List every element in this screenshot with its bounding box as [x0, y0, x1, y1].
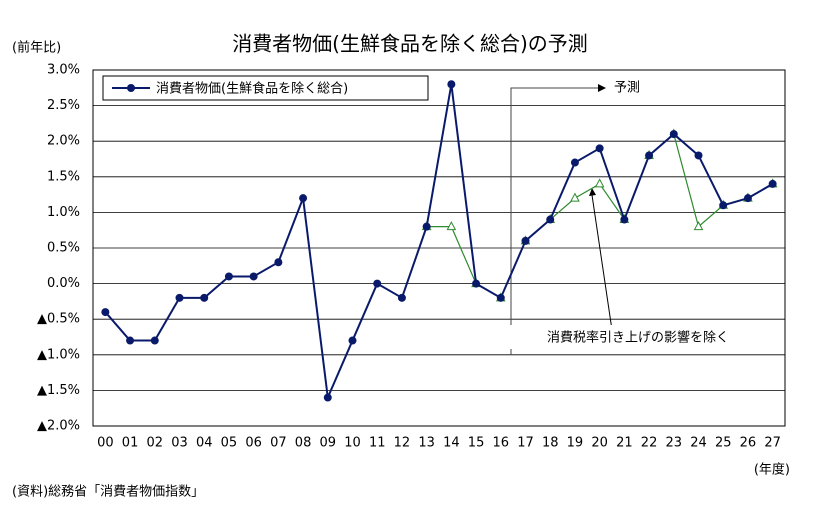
point	[323, 393, 332, 402]
x-tick-label: 08	[295, 436, 312, 451]
forecast-label: 予測	[614, 81, 640, 96]
x-tick-label: 22	[641, 436, 658, 451]
y-tick-label: ▲1.0%	[37, 347, 80, 362]
point	[595, 144, 604, 153]
point	[472, 279, 481, 288]
y-tick-label: 3.0%	[47, 63, 80, 78]
x-tick-label: 00	[97, 436, 114, 451]
x-tick-label: 06	[245, 436, 262, 451]
triangle-point	[693, 221, 704, 231]
point	[546, 215, 555, 224]
forecast-arrow	[598, 84, 606, 92]
x-tick-label: 05	[221, 436, 238, 451]
point	[620, 215, 629, 224]
y-tick-label: 2.0%	[47, 134, 80, 149]
y-tick-label: 0.0%	[47, 276, 80, 291]
point	[200, 293, 209, 302]
x-tick-label: 18	[542, 436, 559, 451]
triangle-point	[446, 221, 457, 231]
point	[422, 222, 431, 231]
x-tick-label: 02	[147, 436, 164, 451]
point	[274, 258, 283, 267]
point	[101, 308, 110, 317]
annotation-pointer	[591, 194, 613, 331]
x-tick-label: 04	[196, 436, 213, 451]
x-unit: (年度)	[754, 462, 790, 478]
adjusted-line	[426, 132, 773, 299]
point	[348, 336, 357, 345]
triangle-point	[570, 192, 580, 202]
point	[447, 80, 456, 89]
x-tick-label: 24	[690, 436, 707, 451]
point	[496, 293, 505, 302]
y-tick-label: ▲0.5%	[37, 312, 80, 327]
point	[373, 279, 382, 288]
x-tick-label: 03	[171, 436, 188, 451]
point	[224, 272, 233, 281]
point	[694, 151, 703, 160]
x-tick-label: 17	[517, 436, 534, 451]
annotation-label: 消費税率引き上げの影響を除く	[547, 330, 729, 346]
series-line	[104, 84, 774, 402]
point	[397, 293, 406, 302]
legend-box	[102, 75, 429, 101]
point	[645, 151, 654, 160]
point	[743, 194, 752, 203]
legend-marker	[127, 84, 135, 92]
x-tick-label: 01	[122, 436, 139, 451]
point	[126, 336, 135, 345]
x-tick-label: 21	[616, 436, 633, 451]
y-tick-label: 1.5%	[47, 169, 80, 184]
x-tick-label: 10	[344, 436, 361, 451]
y-tick-label: ▲1.5%	[37, 383, 80, 398]
x-tick-label: 15	[468, 436, 485, 451]
x-tick-label: 27	[764, 436, 781, 451]
x-tick-label: 11	[369, 436, 386, 451]
point	[719, 201, 728, 210]
point	[669, 130, 678, 139]
triangle-point	[594, 178, 605, 188]
y-tick-label: 0.5%	[47, 241, 80, 256]
x-tick-label: 09	[320, 436, 337, 451]
x-tick-label: 13	[418, 436, 435, 451]
x-tick-label: 20	[591, 436, 608, 451]
y-tick-label: 1.0%	[47, 205, 80, 220]
source: (資料)総務省「消費者物価指数」	[12, 485, 204, 500]
point	[249, 272, 258, 281]
point	[299, 194, 308, 203]
x-tick-label: 12	[394, 436, 411, 451]
y-tick-label: ▲2.0%	[37, 419, 80, 434]
point	[521, 236, 530, 245]
x-tick-label: 07	[270, 436, 287, 451]
x-tick-label: 19	[567, 436, 584, 451]
chart-title: 消費者物価(生鮮食品を除く総合)の予測	[232, 32, 588, 56]
forecast-line	[510, 87, 598, 355]
y-tick-label: 2.5%	[47, 98, 80, 113]
x-tick-label: 25	[715, 436, 732, 451]
point	[768, 179, 777, 188]
x-tick-label: 16	[493, 436, 510, 451]
x-tick-label: 14	[443, 436, 460, 451]
point	[570, 158, 579, 167]
annotation-arrow	[589, 188, 596, 196]
point	[150, 336, 159, 345]
point	[175, 293, 184, 302]
legend-label: 消費者物価(生鮮食品を除く総合)	[156, 81, 348, 97]
x-tick-label: 26	[740, 436, 757, 451]
annotation-bg	[499, 325, 777, 349]
y-unit: (前年比)	[12, 40, 61, 56]
x-tick-label: 23	[666, 436, 683, 451]
